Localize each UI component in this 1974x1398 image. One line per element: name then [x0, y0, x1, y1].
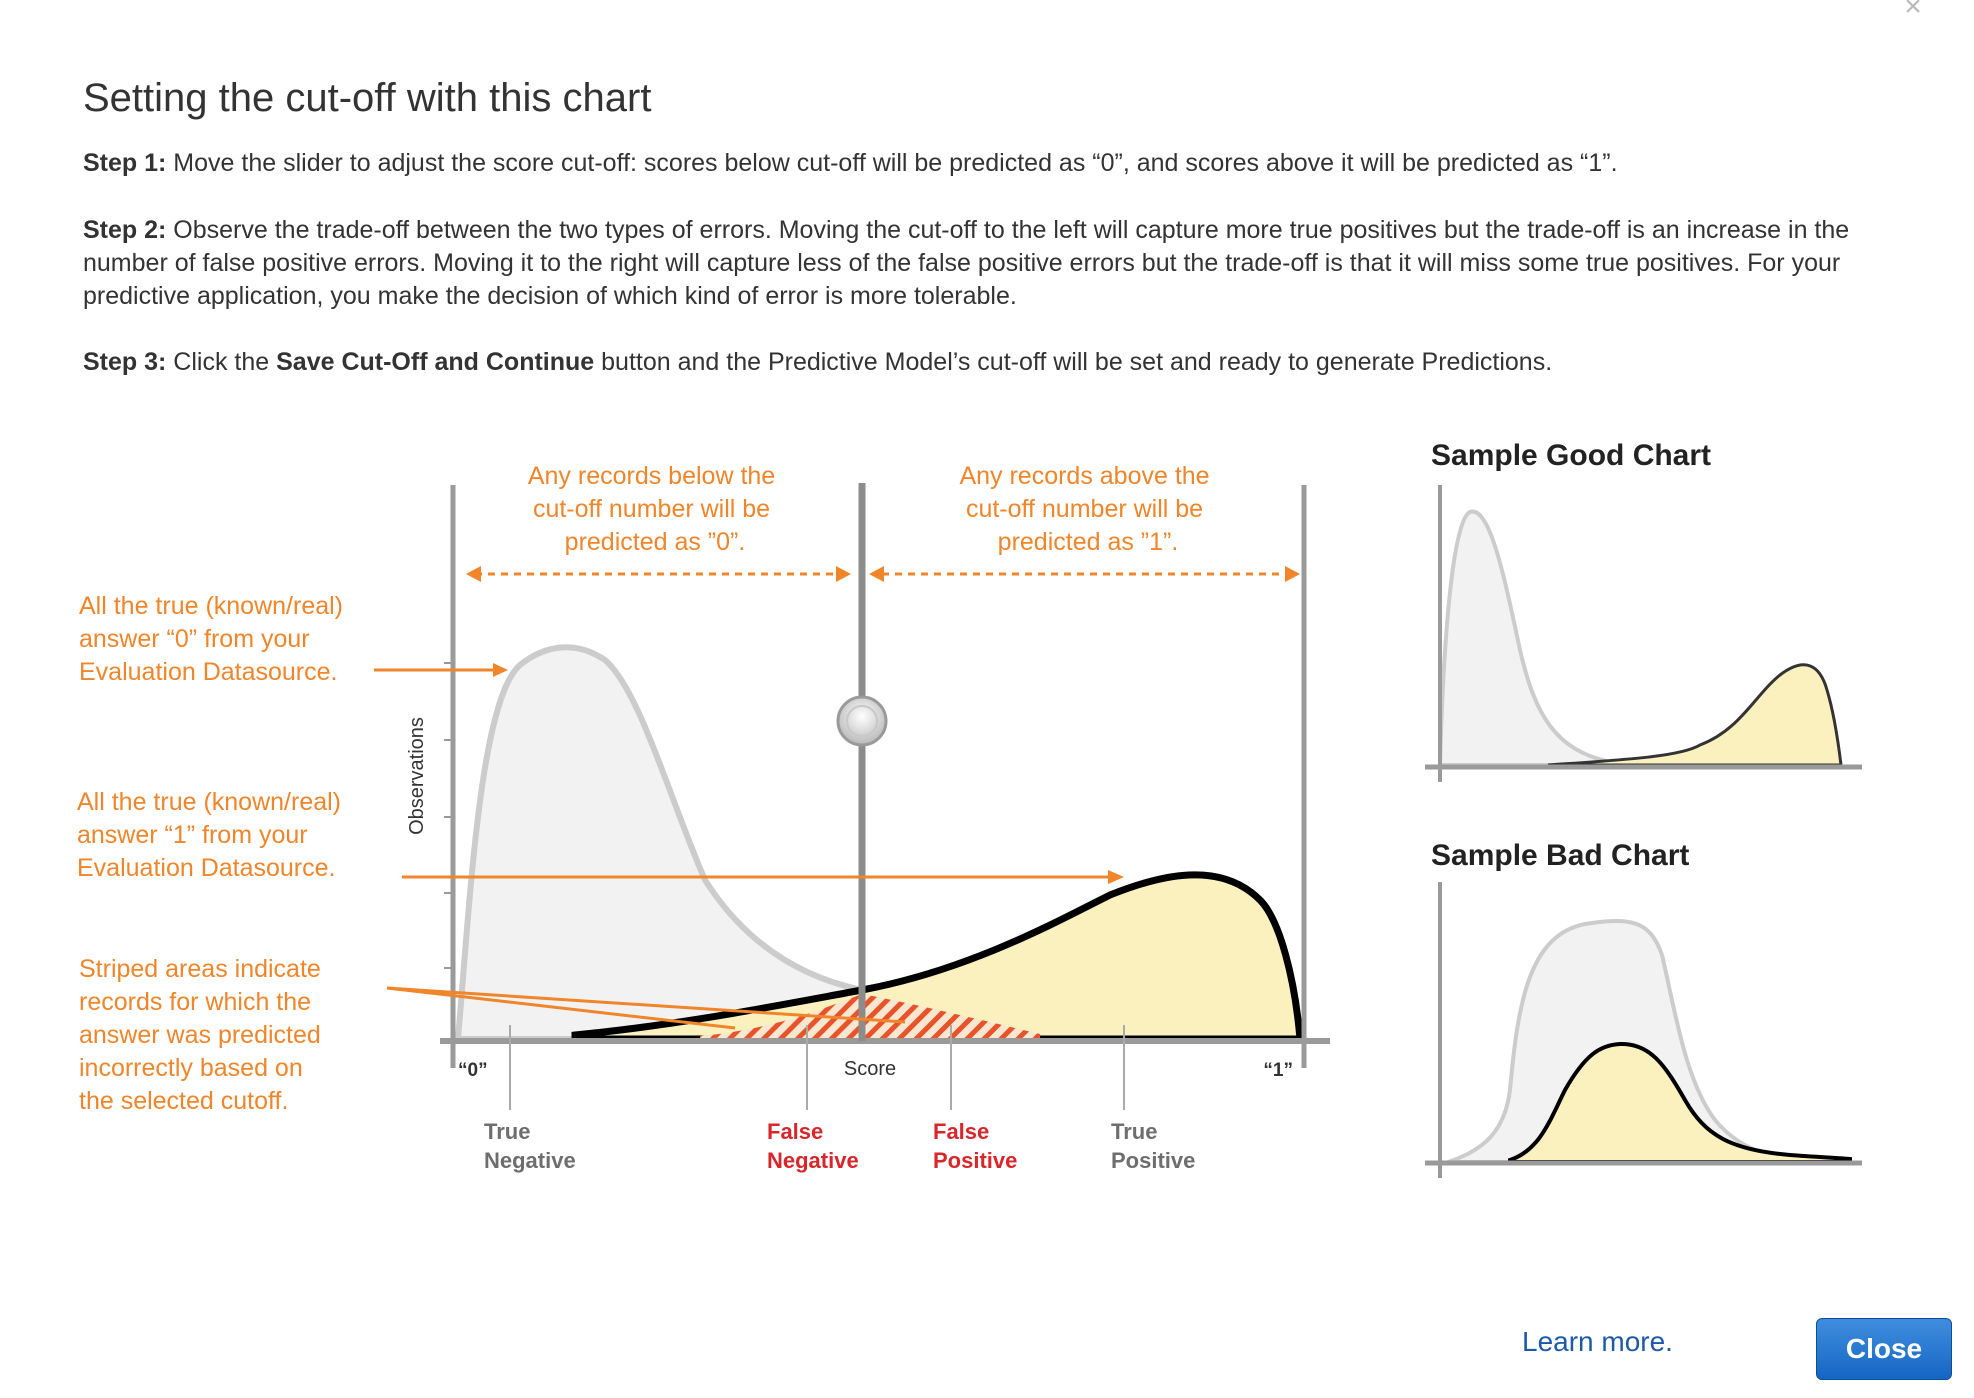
close-icon[interactable]: ×: [1904, 0, 1922, 23]
below-cutoff-note: Any records below the cut-off number wil…: [528, 462, 782, 556]
label-true-positive: True Positive: [1111, 1119, 1195, 1173]
false-positive-region: [862, 994, 1040, 1039]
slider-handle-icon[interactable]: [836, 695, 888, 747]
callout-zero-arrow: [374, 663, 508, 677]
cutoff-diagram: Any records below the cut-off number wil…: [77, 439, 1862, 1178]
label-true-negative: True Negative: [484, 1119, 576, 1173]
step-3: Step 3: Click the Save Cut-Off and Conti…: [83, 346, 1863, 379]
label-false-negative: False Negative: [767, 1119, 859, 1173]
sample-bad-chart: Sample Bad Chart: [1425, 839, 1862, 1178]
sample-good-chart: Sample Good Chart: [1425, 439, 1862, 782]
x-axis-left-tick: “0”: [458, 1060, 488, 1081]
sample-bad-title: Sample Bad Chart: [1431, 839, 1689, 872]
sample-good-title: Sample Good Chart: [1431, 439, 1711, 472]
step-1-text: Move the slider to adjust the score cut-…: [166, 149, 1618, 177]
step-2-label: Step 2:: [83, 216, 167, 244]
label-false-positive: False Positive: [933, 1119, 1017, 1173]
callout-true-one: All the true (known/real) answer “1” fro…: [77, 788, 348, 882]
callout-striped-areas: Striped areas indicate records for which…: [79, 955, 328, 1115]
step-3-label: Step 3:: [83, 348, 167, 376]
x-axis-right-tick: “1”: [1263, 1060, 1293, 1081]
step-1: Step 1: Move the slider to adjust the sc…: [83, 147, 1863, 180]
step-3-text-a: Click the: [166, 348, 277, 376]
sample-bad-negative-curve: [1447, 918, 1811, 1164]
callout-striped-arrows: [386, 986, 906, 1030]
above-cutoff-note: Any records above the cut-off number wil…: [959, 462, 1216, 556]
region-pointers: [509, 1025, 1125, 1110]
close-button[interactable]: Close: [1816, 1318, 1952, 1380]
above-range-arrow: [869, 566, 1300, 582]
y-axis-label: Observations: [406, 717, 428, 835]
sample-good-positive-curve: [1547, 663, 1843, 767]
positive-distribution-curve: [571, 871, 1304, 1043]
callout-true-zero: All the true (known/real) answer “0” fro…: [79, 592, 350, 686]
sample-bad-positive-curve: [1508, 1041, 1852, 1164]
step-2: Step 2: Observe the trade-off between th…: [83, 214, 1863, 313]
step-1-label: Step 1:: [83, 149, 167, 177]
below-range-arrow: [466, 566, 851, 582]
main-chart: Any records below the cut-off number wil…: [77, 462, 1330, 1173]
sample-good-negative-curve: [1437, 509, 1651, 767]
callout-one-arrow: [402, 870, 1124, 884]
step-3-button-name: Save Cut-Off and Continue: [276, 348, 595, 376]
modal-title: Setting the cut-off with this chart: [83, 76, 652, 120]
step-2-text: Observe the trade-off between the two ty…: [83, 216, 1850, 310]
x-axis-label: Score: [844, 1058, 896, 1080]
step-3-text-b: button and the Predictive Model’s cut-of…: [594, 348, 1553, 376]
false-negative-region: [700, 994, 862, 1039]
learn-more-link[interactable]: Learn more.: [1522, 1326, 1673, 1357]
y-axis-ticks: [444, 662, 453, 969]
